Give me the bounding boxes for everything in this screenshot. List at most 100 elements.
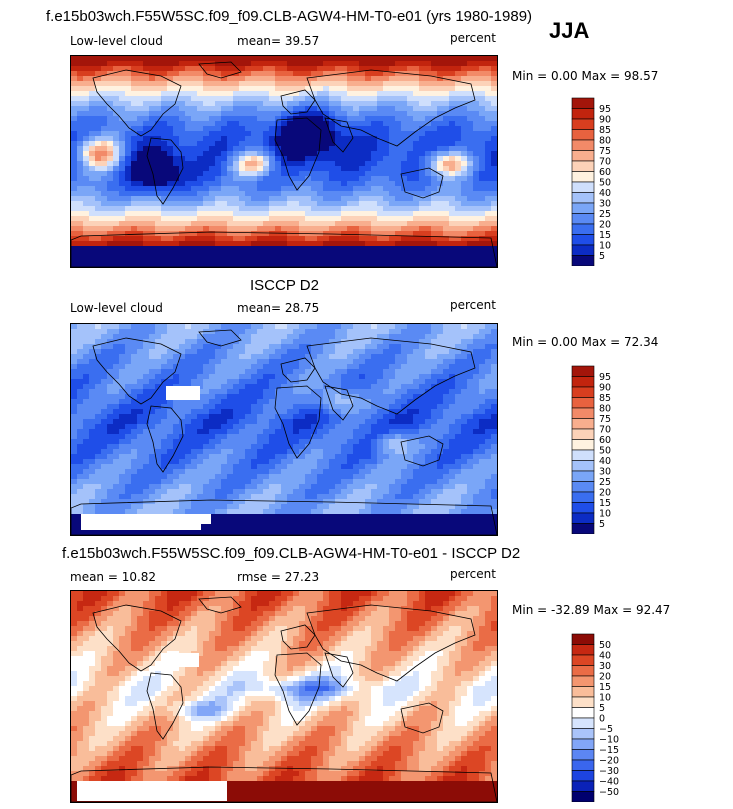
colorbar-tick-label: 40 [599, 188, 611, 199]
panel2-minmax-label: Min = 0.00 Max = 72.34 [512, 335, 659, 349]
colorbar-swatch [571, 365, 595, 377]
colorbar-tick-label: −50 [599, 787, 619, 798]
colorbar-swatch [571, 234, 595, 246]
colorbar-swatch [571, 213, 595, 225]
panel1-title: f.e15b03wch.F55W5SC.f09_f09.CLB-AGW4-HM-… [46, 8, 533, 25]
colorbar-swatch [571, 407, 595, 419]
colorbar-tick-label: 20 [599, 220, 611, 231]
colorbar-tick-label: 10 [599, 241, 611, 252]
colorbar-swatch [571, 150, 595, 162]
panel1-map [70, 55, 498, 268]
colorbar-swatch [571, 780, 595, 792]
colorbar-swatch [571, 738, 595, 750]
colorbar-swatch [571, 665, 595, 677]
panel3-map [70, 590, 498, 803]
colorbar-swatch [571, 171, 595, 183]
colorbar-swatch [571, 654, 595, 666]
colorbar-tick-label: 90 [599, 383, 611, 394]
colorbar-tick-label: 40 [599, 651, 611, 662]
colorbar-tick-label: 40 [599, 456, 611, 467]
colorbar-tick-label: 0 [599, 714, 605, 725]
colorbar-swatch [571, 139, 595, 151]
colorbar-swatch [571, 512, 595, 524]
colorbar-tick-label: 10 [599, 693, 611, 704]
colorbar-swatch [571, 460, 595, 472]
colorbar-swatch [571, 376, 595, 388]
colorbar-swatch [571, 129, 595, 141]
colorbar-swatch [571, 502, 595, 514]
colorbar-tick-label: 60 [599, 167, 611, 178]
colorbar-tick-label: 70 [599, 157, 611, 168]
colorbar-swatch [571, 728, 595, 740]
colorbar-swatch [571, 717, 595, 729]
colorbar-tick-label: 50 [599, 178, 611, 189]
colorbar-swatch [571, 397, 595, 409]
panel1-variable-label: Low-level cloud [70, 34, 163, 48]
colorbar-tick-label: 80 [599, 404, 611, 415]
colorbar-swatch [571, 255, 595, 267]
panel2-map [70, 323, 498, 536]
colorbar-swatch [571, 749, 595, 761]
colorbar-tick-label: 15 [599, 498, 611, 509]
colorbar-tick-label: 15 [599, 230, 611, 241]
colorbar-swatch [571, 759, 595, 771]
panel1-units-label: percent [450, 31, 496, 45]
colorbar-swatch [571, 439, 595, 451]
colorbar-tick-label: 85 [599, 393, 611, 404]
colorbar-swatch [571, 470, 595, 482]
colorbar-swatch [571, 707, 595, 719]
colorbar-tick-label: 30 [599, 467, 611, 478]
colorbar-tick-label: 75 [599, 414, 611, 425]
panel2-title: ISCCP D2 [250, 277, 319, 294]
colorbar-swatch [571, 791, 595, 803]
colorbar-swatch [571, 770, 595, 782]
colorbar-swatch [571, 686, 595, 698]
colorbar-swatch [571, 160, 595, 172]
colorbar-swatch [571, 202, 595, 214]
colorbar-swatch [571, 644, 595, 656]
colorbar-swatch [571, 428, 595, 440]
colorbar-swatch [571, 97, 595, 109]
colorbar-tick-label: 25 [599, 209, 611, 220]
colorbar-tick-label: 80 [599, 136, 611, 147]
colorbar-tick-label: 60 [599, 435, 611, 446]
panel3-minmax-label: Min = -32.89 Max = 92.47 [512, 603, 671, 617]
colorbar-tick-label: 95 [599, 372, 611, 383]
colorbar-tick-label: 5 [599, 703, 605, 714]
colorbar-tick-label: 30 [599, 199, 611, 210]
panel3-title: f.e15b03wch.F55W5SC.f09_f09.CLB-AGW4-HM-… [62, 545, 521, 562]
panel1-mean-label: mean= 39.57 [237, 34, 320, 48]
colorbar-tick-label: 5 [599, 251, 605, 262]
panel2-variable-label: Low-level cloud [70, 301, 163, 315]
colorbar-tick-label: −40 [599, 777, 619, 788]
colorbar-swatch [571, 118, 595, 130]
season-label: JJA [549, 18, 590, 43]
colorbar-tick-label: 50 [599, 640, 611, 651]
colorbar-tick-label: 15 [599, 682, 611, 693]
colorbar-swatch [571, 523, 595, 535]
panel2-units-label: percent [450, 298, 496, 312]
colorbar-tick-label: −10 [599, 735, 619, 746]
panel1-minmax-label: Min = 0.00 Max = 98.57 [512, 69, 659, 83]
colorbar-tick-label: 20 [599, 488, 611, 499]
panel1-colorbar: 95 90 85 80 75 70 60 50 40 30 25 20 15 10 5 [570, 96, 630, 271]
colorbar-tick-label: 70 [599, 425, 611, 436]
panel3-rmse-label: rmse = 27.23 [237, 570, 320, 584]
colorbar-tick-label: −30 [599, 766, 619, 777]
panel2-mean-label: mean= 28.75 [237, 301, 320, 315]
colorbar-tick-label: 75 [599, 146, 611, 157]
colorbar-tick-label: −20 [599, 756, 619, 767]
colorbar-swatch [571, 181, 595, 193]
panel3-colorbar: 50 40 30 20 15 10 5 0 −5 −10 −15 −20 −30 −40 −50 [570, 632, 630, 807]
colorbar-swatch [571, 223, 595, 235]
colorbar-swatch [571, 481, 595, 493]
colorbar-swatch [571, 418, 595, 430]
colorbar-tick-label: 95 [599, 104, 611, 115]
panel3-mean-label: mean = 10.82 [70, 570, 157, 584]
panel3-units-label: percent [450, 567, 496, 581]
colorbar-swatch [571, 386, 595, 398]
colorbar-tick-label: 20 [599, 672, 611, 683]
colorbar-swatch [571, 491, 595, 503]
colorbar-swatch [571, 244, 595, 256]
colorbar-tick-label: 85 [599, 125, 611, 136]
